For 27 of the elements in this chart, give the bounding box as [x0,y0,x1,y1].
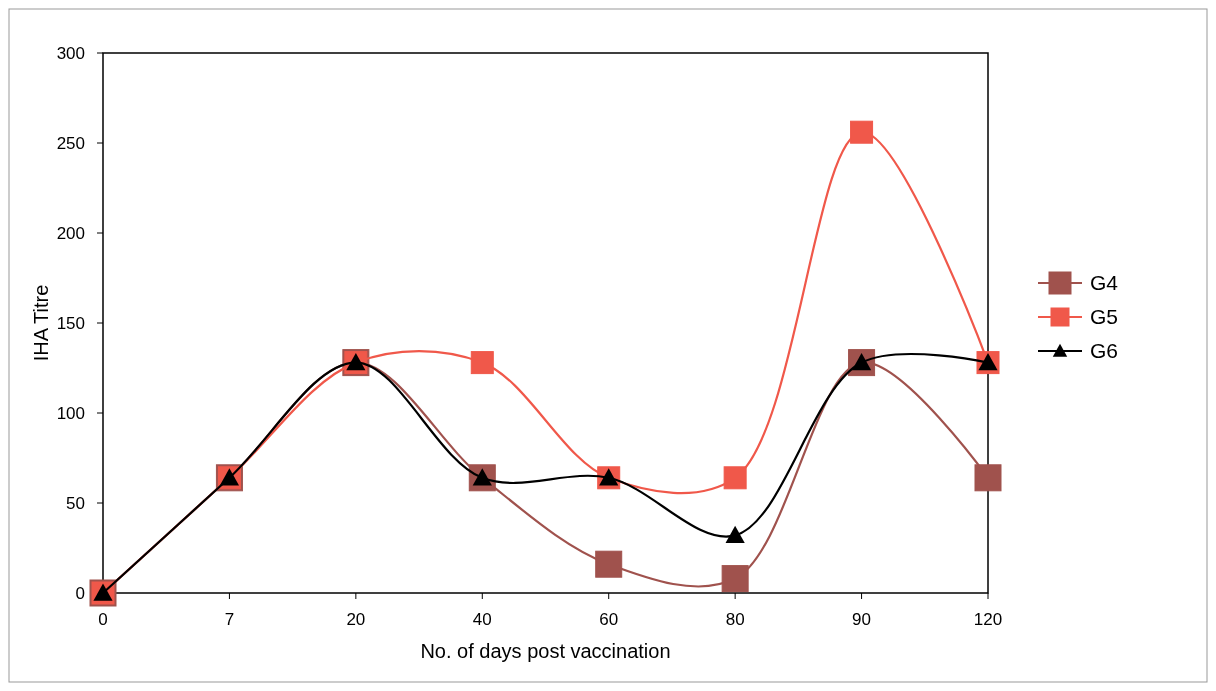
x-tick-label: 120 [973,610,1003,629]
legend-label: G6 [1090,339,1119,363]
y-tick-label: 0 [75,583,85,603]
y-tick-label: 50 [66,493,85,513]
x-tick-label: 0 [98,610,108,629]
y-tick-label: 100 [56,403,85,423]
y-tick-label: 250 [56,133,85,153]
point [723,466,747,490]
point [595,550,623,578]
point [974,464,1002,492]
x-tick-label: 7 [224,610,235,629]
x-tick-label: 60 [599,610,619,629]
x-axis-title: No. of days post vaccination [420,640,671,662]
y-tick-label: 300 [56,43,85,63]
x-tick-label: 20 [346,610,366,629]
legend-label: G5 [1090,305,1119,329]
y-tick-label: 150 [56,313,85,333]
point [850,120,874,144]
y-tick-label: 200 [56,223,85,243]
x-tick-label: 40 [472,610,492,629]
point [725,525,745,544]
legend-label: G4 [1090,271,1119,295]
x-tick-label: 80 [725,610,745,629]
y-axis-title: IHA Titre [30,284,52,362]
point [721,565,749,593]
x-tick-label: 90 [852,610,872,629]
point [470,351,494,375]
